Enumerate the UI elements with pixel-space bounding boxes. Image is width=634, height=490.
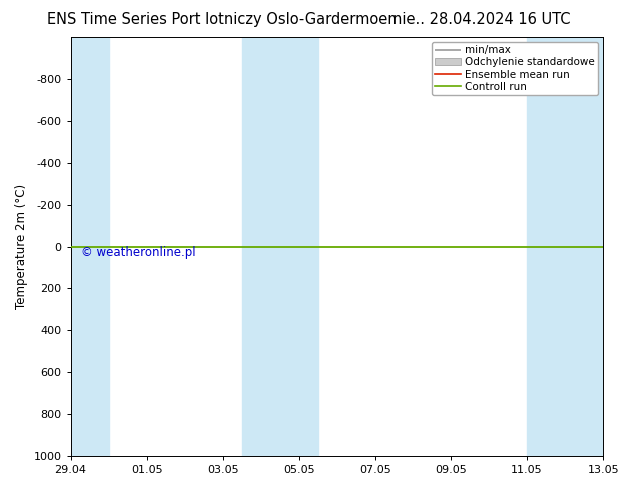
Text: ENS Time Series Port lotniczy Oslo-Gardermoen: ENS Time Series Port lotniczy Oslo-Garde… <box>47 12 397 27</box>
Legend: min/max, Odchylenie standardowe, Ensemble mean run, Controll run: min/max, Odchylenie standardowe, Ensembl… <box>432 42 598 95</box>
Bar <box>242 37 318 456</box>
Text: nie.. 28.04.2024 16 UTC: nie.. 28.04.2024 16 UTC <box>393 12 571 27</box>
Text: © weatheronline.pl: © weatheronline.pl <box>81 246 196 259</box>
Bar <box>70 37 108 456</box>
Y-axis label: Temperature 2m (°C): Temperature 2m (°C) <box>15 184 28 309</box>
Bar <box>527 37 603 456</box>
